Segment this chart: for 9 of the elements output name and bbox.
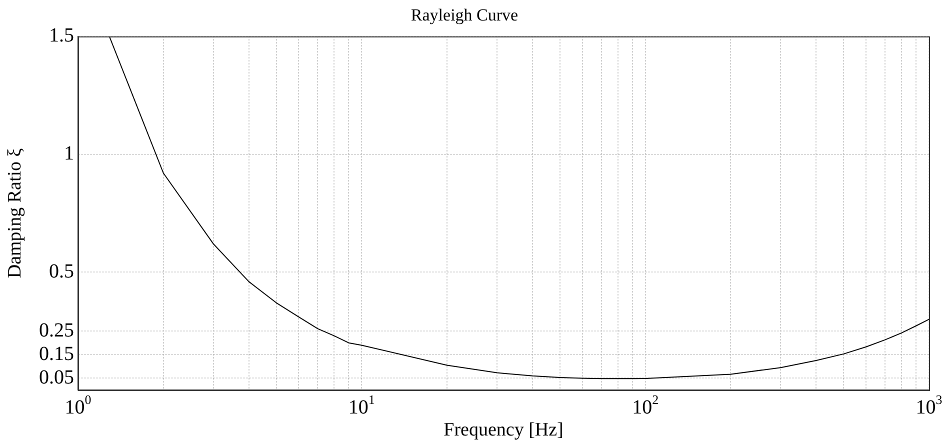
y-tick-label: 1.5 [49,24,74,47]
y-axis-title: Damping Ratio ξ [4,148,26,278]
x-axis-title: Frequency [Hz] [444,420,564,441]
y-tick-label: 0.5 [49,260,74,282]
y-tick-label: 0.25 [39,319,74,342]
chart-title: Rayleigh Curve [410,6,518,25]
y-tick-label: 1 [64,142,74,165]
y-tick-label: 0.05 [39,366,74,388]
y-tick-label: 0.15 [39,342,74,365]
